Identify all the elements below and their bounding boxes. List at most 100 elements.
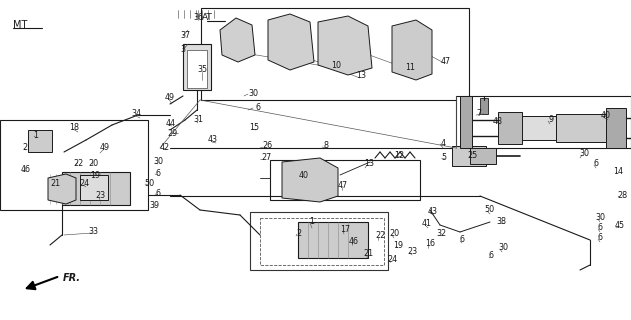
Circle shape [90,166,102,178]
Circle shape [162,196,178,212]
Text: 41: 41 [422,220,432,228]
Text: 43: 43 [428,207,438,217]
Text: 28: 28 [617,191,627,201]
Text: 19: 19 [90,171,100,180]
Text: 40: 40 [299,171,309,180]
Ellipse shape [183,86,211,94]
Ellipse shape [123,174,137,202]
Text: 20: 20 [88,158,98,167]
Text: 11: 11 [405,63,415,73]
Text: MT: MT [13,20,27,30]
Circle shape [193,115,207,129]
Ellipse shape [285,33,297,51]
Circle shape [162,145,168,151]
Bar [201,8,469,100]
Circle shape [595,215,605,225]
Circle shape [19,167,25,173]
Circle shape [212,136,224,148]
Circle shape [598,228,602,232]
Circle shape [32,133,48,149]
Text: 30: 30 [153,157,163,166]
Bar [556,114,608,142]
Circle shape [87,154,97,164]
Circle shape [167,118,181,132]
Ellipse shape [183,40,211,48]
Text: 6: 6 [594,159,598,169]
Text: 3: 3 [180,45,186,54]
Text: 6: 6 [459,236,464,244]
Bar [606,108,626,148]
Bar [187,50,207,88]
Circle shape [139,178,151,190]
Bar [62,172,130,205]
Polygon shape [392,20,432,80]
Text: 16: 16 [425,239,435,249]
Circle shape [163,101,173,111]
Ellipse shape [169,125,191,139]
Circle shape [167,201,173,207]
Text: 29: 29 [168,129,178,138]
Text: 2: 2 [297,228,302,237]
Circle shape [582,154,586,158]
Circle shape [277,231,283,237]
Circle shape [15,163,29,177]
Circle shape [460,240,464,244]
Text: 23: 23 [95,191,105,201]
Circle shape [254,148,262,156]
Bar [183,44,211,90]
Text: 17: 17 [340,226,350,235]
Bar [270,160,420,200]
Circle shape [155,169,165,179]
Ellipse shape [186,35,208,42]
Text: 1: 1 [33,131,38,140]
Circle shape [498,214,514,230]
Text: 14: 14 [613,167,623,177]
Circle shape [254,156,262,164]
Text: 21: 21 [363,250,373,259]
Text: 42: 42 [160,143,170,153]
Text: 18: 18 [69,124,79,132]
Text: 13: 13 [356,71,366,81]
Text: 31: 31 [193,116,203,124]
Text: 26: 26 [262,141,272,150]
Text: 22: 22 [73,159,83,169]
Text: 7: 7 [476,109,481,118]
Circle shape [254,132,262,140]
Text: 13: 13 [364,159,374,169]
Text: 47: 47 [441,58,451,67]
Circle shape [598,238,602,242]
Bar [452,146,486,166]
Circle shape [457,237,467,247]
Text: 27: 27 [262,154,272,163]
Circle shape [503,219,509,225]
Text: 19: 19 [393,241,403,250]
Circle shape [594,164,598,168]
Bar [0,120,148,210]
Ellipse shape [338,35,352,57]
Text: AT: AT [202,13,213,22]
Bar [498,112,522,144]
Text: 46: 46 [349,237,359,246]
Text: 2: 2 [23,143,28,153]
Text: 15: 15 [249,124,259,132]
Ellipse shape [361,226,375,254]
Circle shape [18,144,30,156]
Circle shape [484,250,496,262]
Text: 44: 44 [166,119,176,129]
Circle shape [598,218,602,222]
Circle shape [591,161,601,171]
Circle shape [448,150,460,162]
Ellipse shape [302,169,318,191]
Bar [298,222,368,258]
Circle shape [155,157,165,167]
Polygon shape [48,174,76,204]
Text: 47: 47 [338,181,348,190]
Circle shape [157,140,173,156]
Circle shape [37,138,43,144]
Text: 50: 50 [484,205,494,214]
Text: 38: 38 [496,218,506,227]
Text: 33: 33 [88,228,98,236]
Circle shape [488,253,492,259]
Text: 6: 6 [598,223,603,233]
Text: 32: 32 [436,229,446,238]
